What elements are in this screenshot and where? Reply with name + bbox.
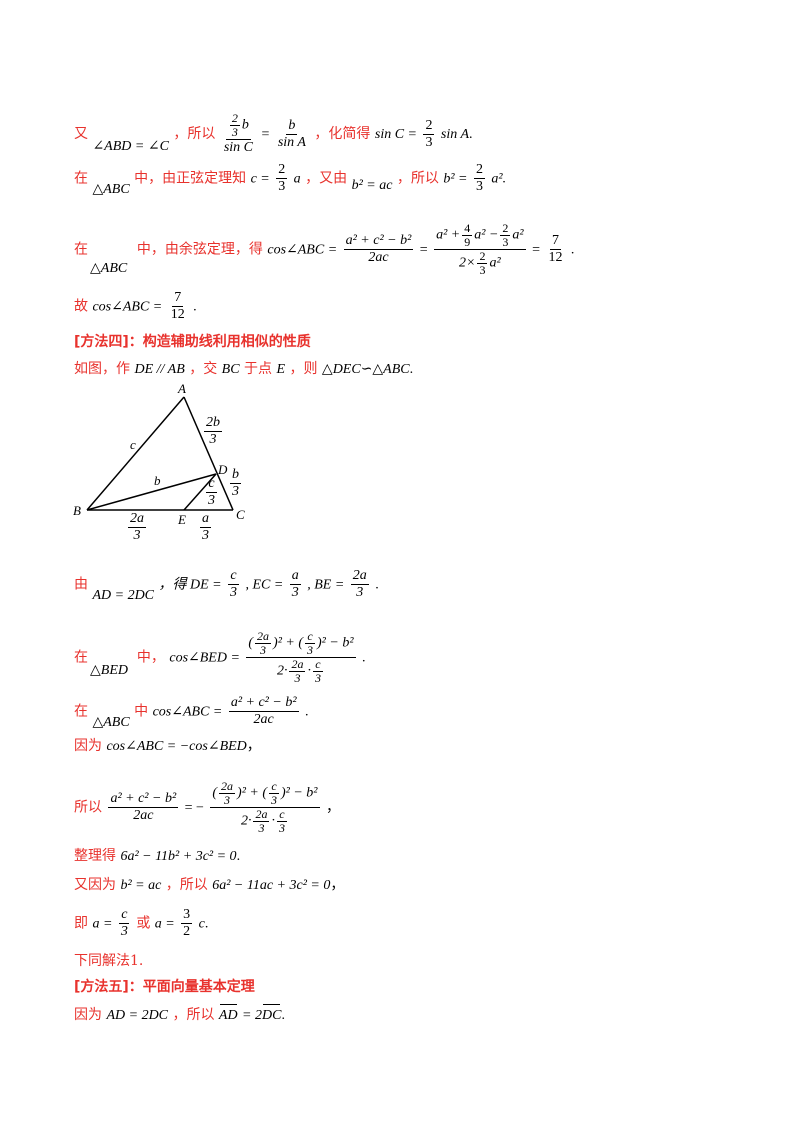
line-10: 所以 a² + c² − b² 2ac = − (2a 3)² + (c 3)² − … <box>74 779 340 835</box>
side-b: b <box>154 473 161 488</box>
line-15: 因为 AD = 2DC ，所以 AD = 2DC. <box>74 1004 285 1023</box>
label-2b-3: 2b 3 <box>204 415 222 447</box>
line-4: 故 cos∠ABC = 7 12 . <box>74 290 197 322</box>
frac-cos-bed: (2a 3)² + (c 3)² − b² 2· 2a 3 · c 3 <box>210 779 320 835</box>
line-11: 整理得 6a² − 11b² + 3c² = 0. <box>74 848 241 864</box>
text-you: 又 <box>74 126 88 142</box>
frac-7-12: 7 12 <box>170 290 185 322</box>
text-gu: 故 <box>74 298 88 315</box>
vector-ad: AD <box>218 1004 238 1023</box>
fraction-b-sinA: b sin A <box>277 117 306 150</box>
line-12: 又因为 b² = ac ，所以 6a² − 11ac + 3c² = 0， <box>74 877 345 893</box>
vector-dc: DC <box>262 1004 282 1023</box>
text-youyou: ，又由 <box>305 170 348 187</box>
text-zai: 在 <box>74 170 88 187</box>
vertex-a: A <box>178 381 186 396</box>
text-zhong: 中，由正弦定理知 <box>134 170 247 187</box>
vertex-e: E <box>178 512 186 527</box>
line-7: 在 中， cos∠BED = (2a 3)² + (c 3)² − b² 2· 2a 3… <box>74 629 366 685</box>
line-5: 如图，作 DE // AB ，交 BC 于点 E ，则 △DEC∽△ABC. <box>74 361 414 377</box>
method-four-header: [方法四]：构造辅助线利用相似的性质 <box>74 334 311 350</box>
frac-cosine: a² + c² − b² 2ac <box>228 695 299 727</box>
frac-cosine: a² + c² − b² 2ac <box>343 233 414 265</box>
side-c: c <box>130 437 136 452</box>
method-five-header: [方法五]：平面向量基本定理 <box>74 979 255 995</box>
vertex-c: C <box>236 507 245 522</box>
triangle-bed-label: △BED <box>90 663 128 678</box>
text-zhong: 中，由余弦定理，得 <box>136 241 263 258</box>
text-suoyi: ，所以 <box>396 170 439 187</box>
frac-cosine: a² + c² − b² 2ac <box>108 791 179 823</box>
frac-cos-bed: (2a 3)² + (c 3)² − b² 2· 2a 3 · c 3 <box>246 629 356 685</box>
line-14: 下同解法1. <box>74 953 144 969</box>
vertex-d: D <box>218 462 228 477</box>
frac-7-12: 7 12 <box>548 233 563 265</box>
line-3: 在 中，由余弦定理，得 cos∠ABC = a² + c² − b² 2ac = … <box>74 221 575 277</box>
frac-compound: a² +4 9 a² −2 3 a² 2× 2 3 a² <box>434 221 526 277</box>
line-9: 因为 cos∠ABC = −cos∠BED， <box>74 738 261 754</box>
result-sinC: sin C = <box>374 127 417 142</box>
text-suoyi: ，所以 <box>173 126 216 142</box>
frac-2a-3: 2a 3 <box>350 568 369 600</box>
text-huajian: ，化简得 <box>314 126 371 142</box>
label-2a-3: 2a 3 <box>128 511 146 543</box>
text-zai: 在 <box>74 241 88 258</box>
triangle-abc: △ABC <box>92 181 130 197</box>
triangle-lines <box>86 396 234 511</box>
vertex-b: B <box>73 503 81 518</box>
triangle-abc-label: △ABC <box>90 261 128 276</box>
line-8: 在 △ABC 中 cos∠ABC = a² + c² − b² 2ac . <box>74 695 309 730</box>
angle-eq: ∠ABD = ∠C <box>92 139 169 154</box>
